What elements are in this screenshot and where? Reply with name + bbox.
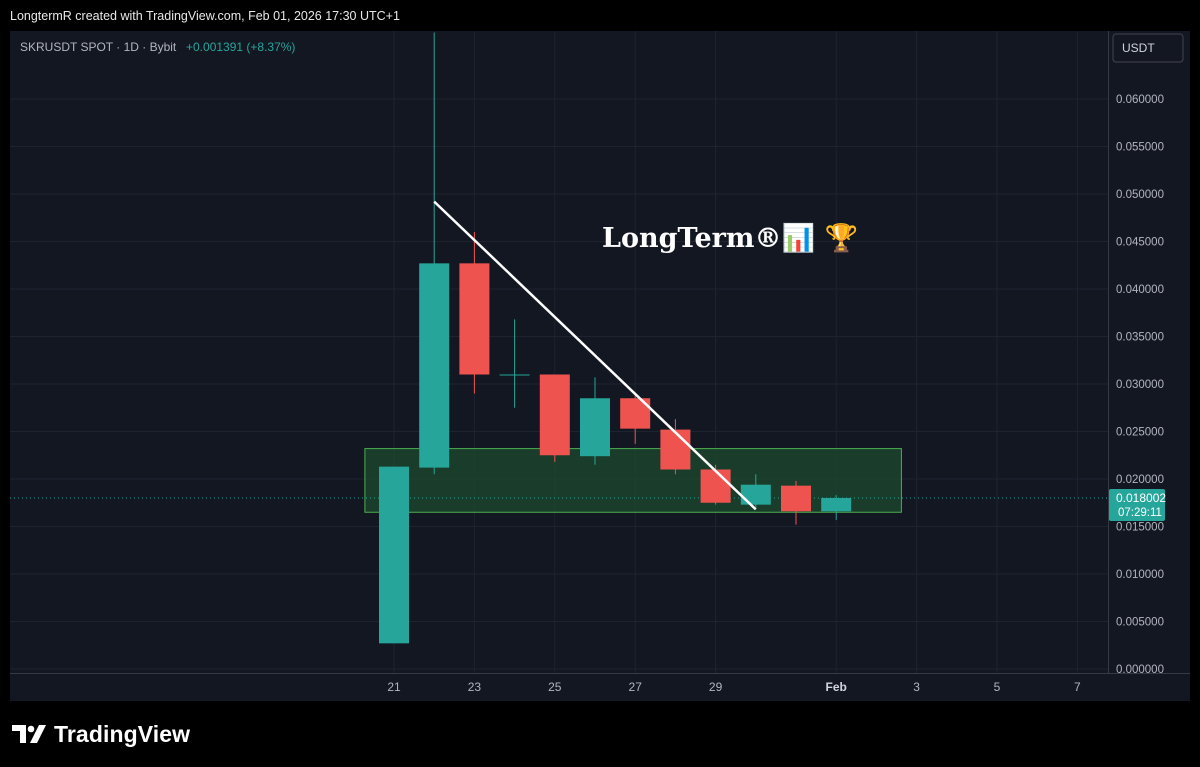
bar-countdown: 07:29:11 <box>1118 507 1162 519</box>
time-tick-label: Feb <box>826 680 847 694</box>
price-tick-label: 0.050000 <box>1116 189 1164 201</box>
time-axis-ticks: 21 23 25 27 29 Feb 3 5 7 <box>387 680 1081 694</box>
time-tick-label: 23 <box>468 680 482 694</box>
time-axis-background <box>10 673 1190 701</box>
currency-label[interactable]: USDT <box>1122 41 1155 55</box>
time-tick-label: 27 <box>629 680 643 694</box>
tradingview-logo-icon <box>12 725 46 743</box>
candle-body <box>740 484 771 505</box>
price-tick-label: 0.040000 <box>1116 284 1164 296</box>
price-change-legend: +0.001391 (+8.37%) <box>186 40 295 54</box>
time-tick-label: 21 <box>387 680 401 694</box>
grid-lines <box>10 31 1108 673</box>
candle-body <box>459 263 490 375</box>
top-bar: LongtermR created with TradingView.com, … <box>0 0 1200 31</box>
time-tick-label: 3 <box>913 680 920 694</box>
price-tick-label: 0.010000 <box>1116 569 1164 581</box>
chart-frame[interactable]: LongTerm®📊 🏆 SKRUSDT SPOT · 1D · Bybit +… <box>10 31 1190 701</box>
candle-body <box>419 263 450 468</box>
candle-body <box>660 429 691 470</box>
time-tick-label: 25 <box>548 680 562 694</box>
candles <box>379 32 852 644</box>
trendline <box>433 200 757 511</box>
price-tick-label: 0.055000 <box>1116 142 1164 154</box>
support-zone <box>364 448 902 513</box>
time-tick-label: 5 <box>994 680 1001 694</box>
tradingview-wordmark: TradingView <box>54 720 191 747</box>
price-tick-label: 0.060000 <box>1116 94 1164 106</box>
tradingview-logo[interactable]: TradingView <box>12 721 190 747</box>
watermark-text: LongTerm®📊 🏆 <box>602 222 858 254</box>
candle-body <box>499 374 530 376</box>
candle-body <box>821 498 852 512</box>
current-price-tag <box>1109 488 1165 521</box>
current-price-value: 0.018002 <box>1116 491 1166 505</box>
candle-body <box>379 466 409 644</box>
candle-body <box>781 485 811 512</box>
price-tick-label: 0.035000 <box>1116 332 1164 344</box>
price-tick-label: 0.020000 <box>1116 474 1164 486</box>
price-tick-label: 0.025000 <box>1116 427 1164 439</box>
time-tick-label: 29 <box>709 680 723 694</box>
time-tick-label: 7 <box>1074 680 1081 694</box>
candle-body <box>700 469 731 503</box>
support-zone-rect <box>364 448 902 513</box>
symbol-legend[interactable]: SKRUSDT SPOT · 1D · Bybit <box>20 40 177 54</box>
price-tick-label: 0.045000 <box>1116 237 1164 249</box>
bottom-bar <box>0 701 1200 767</box>
attribution-text: LongtermR created with TradingView.com, … <box>10 9 400 23</box>
candlestick-chart[interactable]: LongTerm®📊 🏆 SKRUSDT SPOT · 1D · Bybit +… <box>10 31 1190 701</box>
price-axis-background <box>1108 31 1190 673</box>
candle-body <box>580 398 610 457</box>
currency-button[interactable] <box>1112 33 1184 63</box>
price-tick-label: 0.005000 <box>1116 617 1164 629</box>
candle-body <box>539 374 570 456</box>
price-tick-label: 0.015000 <box>1116 522 1164 534</box>
price-tick-label: 0.030000 <box>1116 379 1164 391</box>
